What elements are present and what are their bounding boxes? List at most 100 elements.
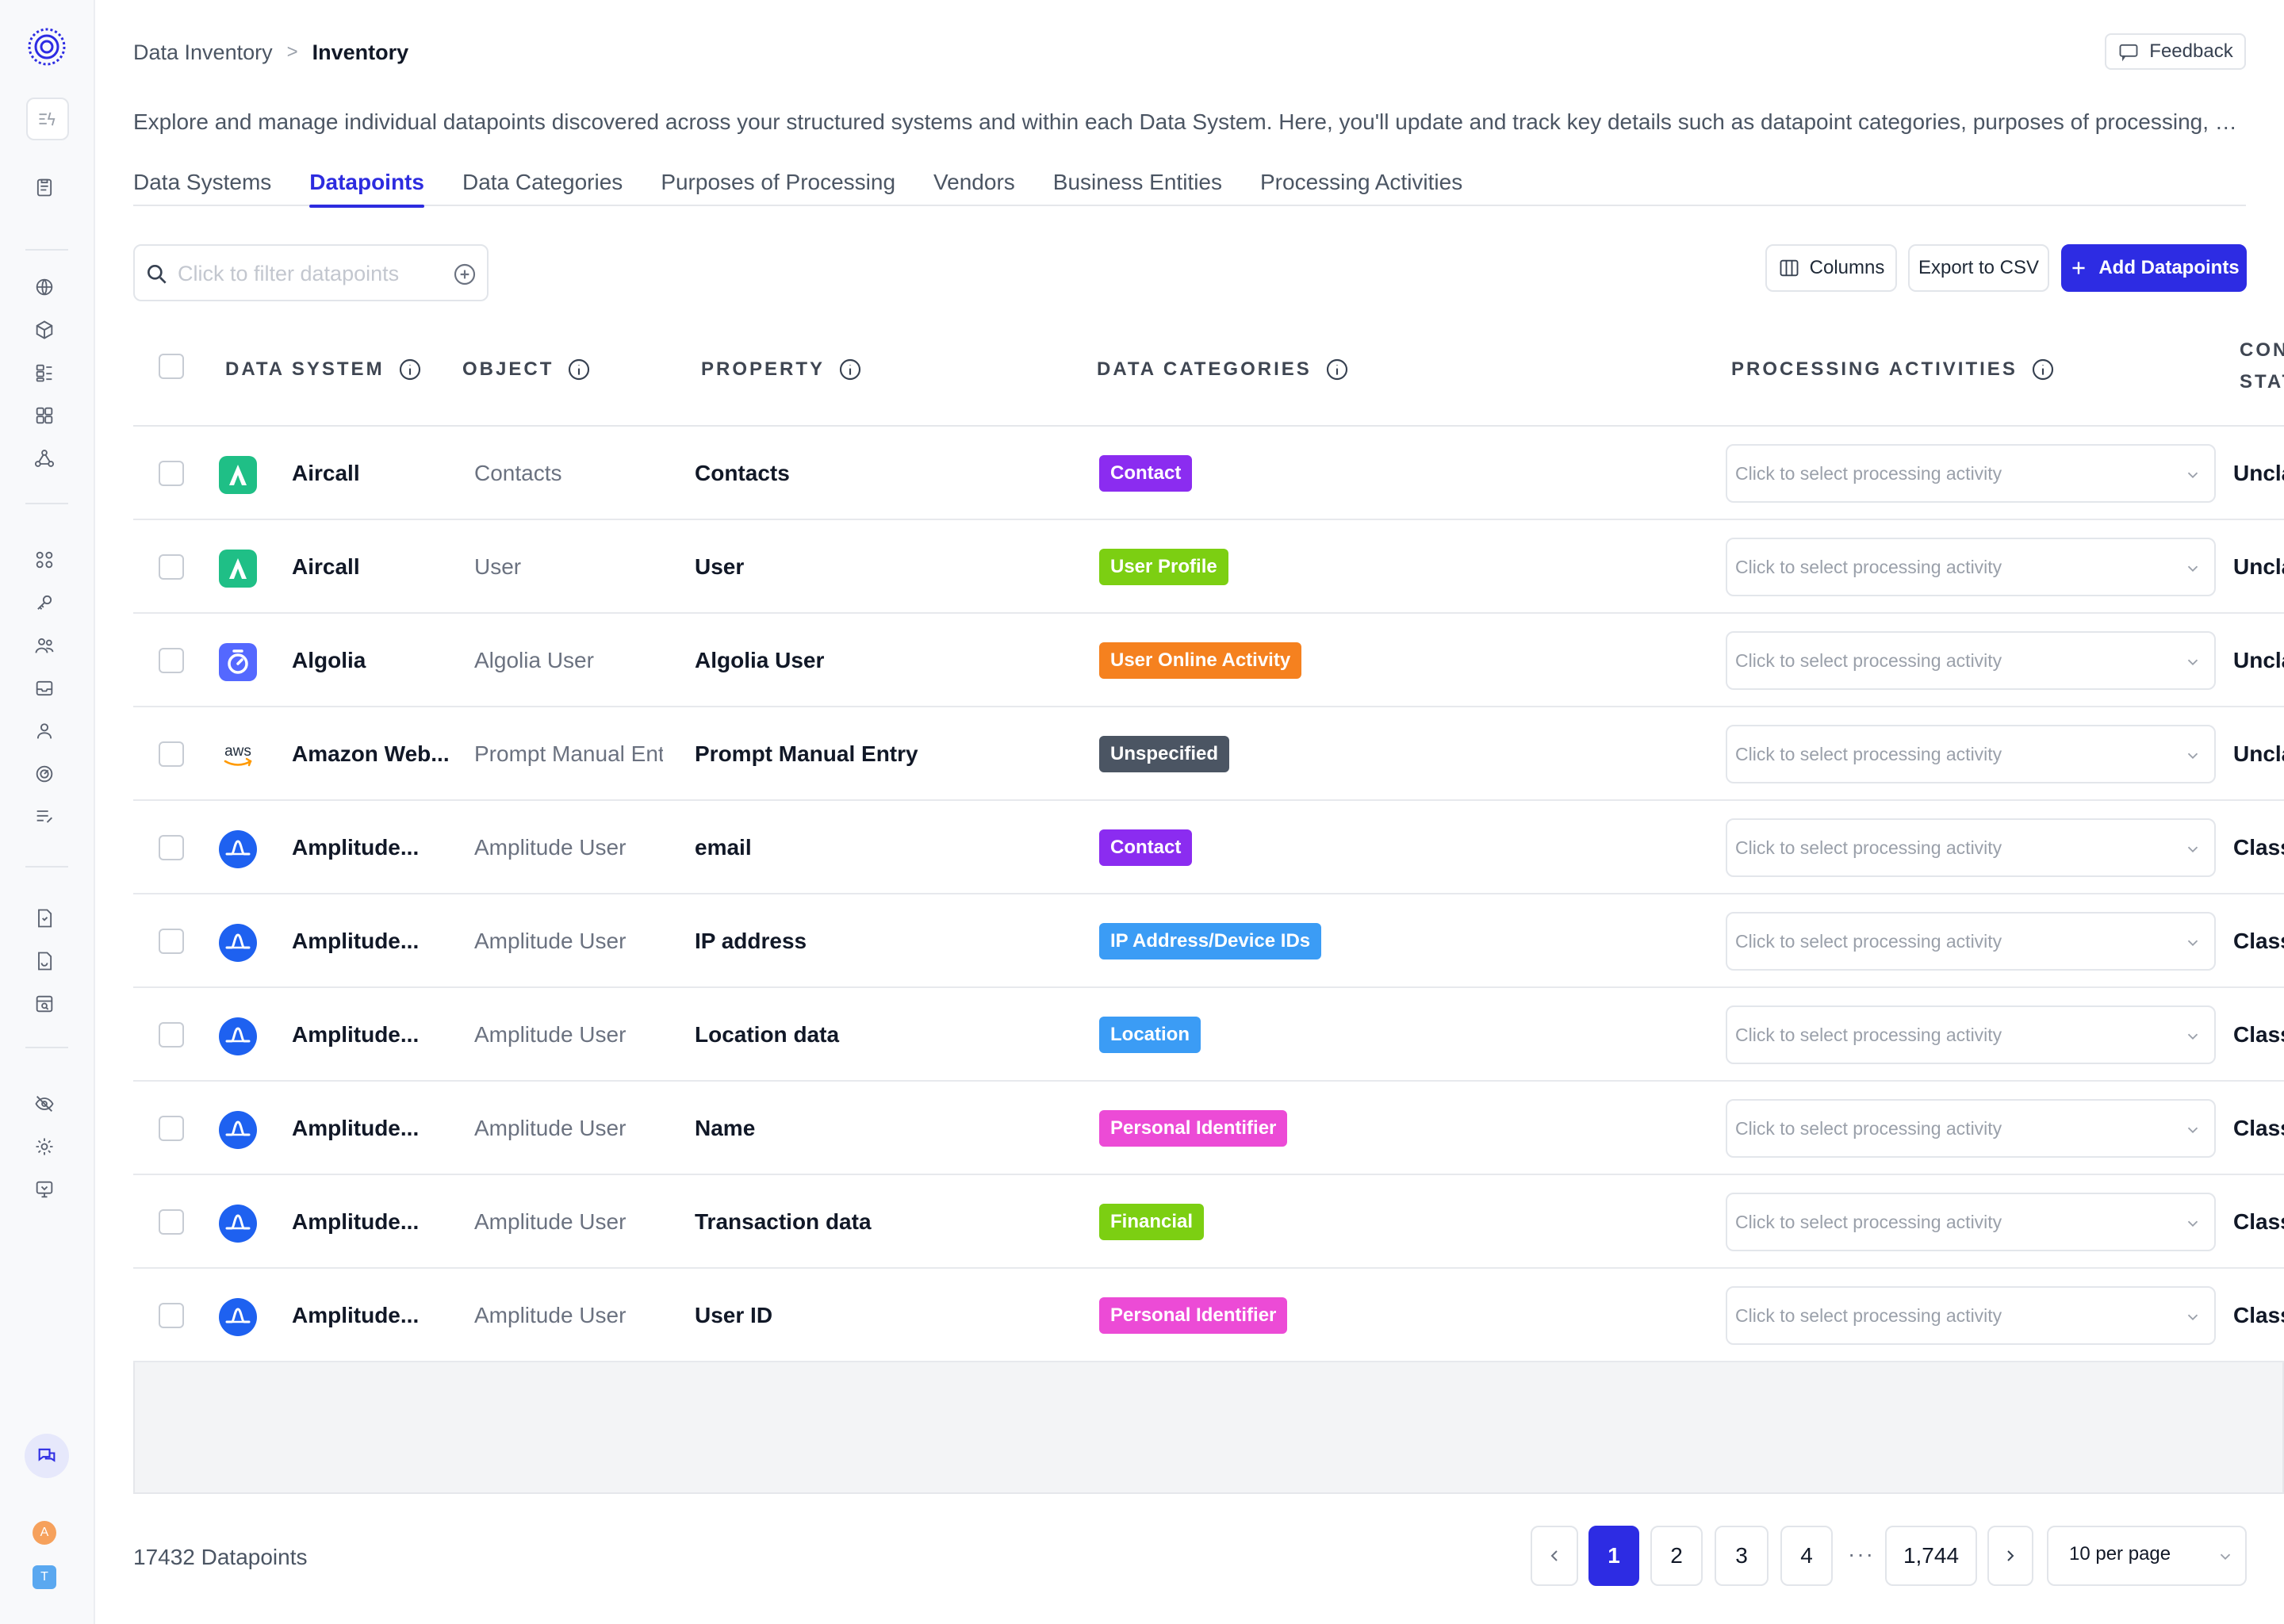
document-search-icon[interactable] — [32, 991, 57, 1017]
tab-business-entities[interactable]: Business Entities — [1052, 170, 1222, 194]
processing-activity-select[interactable]: Click to select processing activity — [1726, 1286, 2216, 1345]
add-filter-icon[interactable] — [452, 262, 477, 287]
add-datapoints-button[interactable]: Add Datapoints — [2061, 244, 2247, 292]
cell-data-system[interactable]: Amazon Web... — [292, 741, 450, 766]
cell-data-system[interactable]: Amplitude... — [292, 1303, 420, 1327]
info-icon[interactable] — [397, 357, 423, 382]
row-checkbox[interactable] — [159, 554, 184, 580]
row-checkbox[interactable] — [159, 835, 184, 860]
app-logo[interactable] — [26, 26, 67, 67]
table-row[interactable]: Amplitude... Amplitude User User ID Persona… — [133, 1269, 2284, 1362]
eye-off-icon[interactable] — [32, 1091, 57, 1116]
row-checkbox[interactable] — [159, 741, 184, 767]
cell-property[interactable]: Prompt Manual Entry — [695, 741, 918, 766]
grid-icon[interactable] — [32, 403, 57, 428]
data-category-badge[interactable]: Contact — [1099, 829, 1193, 866]
data-category-badge[interactable]: User Profile — [1099, 549, 1228, 585]
export-csv-button[interactable]: Export to CSV — [1908, 244, 2049, 292]
column-header-processing-activities[interactable]: PROCESSING ACTIVITIES — [1731, 349, 2056, 390]
data-category-badge[interactable]: Contact — [1099, 455, 1193, 492]
cell-data-system[interactable]: Amplitude... — [292, 929, 420, 953]
processing-activity-select[interactable]: Click to select processing activity — [1726, 1099, 2216, 1158]
cell-property[interactable]: Location data — [695, 1022, 840, 1047]
cell-property[interactable]: Contacts — [695, 461, 790, 485]
user-icon[interactable] — [32, 718, 57, 744]
network-icon[interactable] — [32, 446, 57, 471]
processing-activity-select[interactable]: Click to select processing activity — [1726, 538, 2216, 596]
inbox-icon[interactable] — [32, 676, 57, 701]
workspace-avatar[interactable]: T — [33, 1565, 56, 1589]
page-button-4[interactable]: 4 — [1780, 1526, 1833, 1586]
row-checkbox[interactable] — [159, 1116, 184, 1141]
data-category-badge[interactable]: Financial — [1099, 1204, 1205, 1240]
monitor-icon[interactable] — [32, 1177, 57, 1202]
processing-activity-select[interactable]: Click to select processing activity — [1726, 1005, 2216, 1064]
tab-processing-activities[interactable]: Processing Activities — [1260, 170, 1463, 194]
processing-activity-select[interactable]: Click to select processing activity — [1726, 444, 2216, 503]
row-checkbox[interactable] — [159, 461, 184, 486]
cell-data-system[interactable]: Aircall — [292, 554, 360, 579]
processing-activity-select[interactable]: Click to select processing activity — [1726, 631, 2216, 690]
database-list-icon[interactable] — [32, 360, 57, 385]
chat-icon[interactable] — [25, 1434, 69, 1478]
table-row[interactable]: Amplitude... Amplitude User Location data L… — [133, 988, 2284, 1082]
cell-property[interactable]: User ID — [695, 1303, 773, 1327]
table-row[interactable]: Aircall Contacts Contacts Contact Click to s… — [133, 427, 2284, 520]
page-button-1[interactable]: 1 — [1588, 1526, 1639, 1586]
row-checkbox[interactable] — [159, 1303, 184, 1328]
cell-data-system[interactable]: Amplitude... — [292, 1022, 420, 1047]
cell-property[interactable]: Algolia User — [695, 648, 825, 672]
tab-data-categories[interactable]: Data Categories — [462, 170, 623, 194]
data-category-badge[interactable]: Personal Identifier — [1099, 1110, 1288, 1147]
data-category-badge[interactable]: Location — [1099, 1017, 1201, 1053]
tab-purposes-of-processing[interactable]: Purposes of Processing — [661, 170, 896, 194]
table-row[interactable]: Amplitude... Amplitude User IP address IP A… — [133, 894, 2284, 988]
clipboard-icon[interactable] — [32, 174, 57, 200]
next-page-button[interactable] — [1987, 1526, 2033, 1586]
document-refresh-icon[interactable] — [32, 948, 57, 974]
data-category-badge[interactable]: IP Address/Device IDs — [1099, 923, 1322, 959]
row-checkbox[interactable] — [159, 1022, 184, 1048]
gear-icon[interactable] — [32, 1134, 57, 1159]
info-icon[interactable] — [566, 357, 592, 382]
info-icon[interactable] — [837, 357, 863, 382]
table-row[interactable]: Amplitude... Amplitude User Transaction da… — [133, 1175, 2284, 1269]
processing-activity-select[interactable]: Click to select processing activity — [1726, 818, 2216, 877]
globe-icon[interactable] — [32, 274, 57, 300]
document-shield-icon[interactable] — [32, 906, 57, 931]
row-checkbox[interactable] — [159, 648, 184, 673]
row-checkbox[interactable] — [159, 929, 184, 954]
data-category-badge[interactable]: Personal Identifier — [1099, 1297, 1288, 1334]
page-button-last[interactable]: 1,744 — [1885, 1526, 1977, 1586]
row-checkbox[interactable] — [159, 1209, 184, 1235]
per-page-select[interactable]: 10 per page — [2047, 1526, 2247, 1586]
table-row[interactable]: Algolia Algolia User Algolia User User Onli… — [133, 614, 2284, 707]
table-row[interactable]: Aircall User User User Profile Click to sele… — [133, 520, 2284, 614]
tab-vendors[interactable]: Vendors — [933, 170, 1015, 194]
column-header-data-categories[interactable]: DATA CATEGORIES — [1097, 349, 1350, 390]
tab-datapoints[interactable]: Datapoints — [309, 167, 424, 208]
feedback-button[interactable]: Feedback — [2105, 33, 2246, 70]
cell-data-system[interactable]: Amplitude... — [292, 1209, 420, 1234]
table-row[interactable]: Amplitude... Amplitude User Name Personal I… — [133, 1082, 2284, 1175]
filter-input[interactable] — [178, 259, 431, 289]
cell-property[interactable]: Name — [695, 1116, 756, 1140]
column-header-data-system[interactable]: DATA SYSTEM — [225, 349, 423, 390]
processing-activity-select[interactable]: Click to select processing activity — [1726, 725, 2216, 783]
breadcrumb-data-inventory[interactable]: Data Inventory — [133, 40, 273, 64]
cell-property[interactable]: Transaction data — [695, 1209, 872, 1234]
data-category-badge[interactable]: Unspecified — [1099, 736, 1230, 772]
cell-data-system[interactable]: Amplitude... — [292, 835, 420, 860]
info-icon[interactable] — [2030, 357, 2056, 382]
key-link-icon[interactable] — [32, 590, 57, 615]
processing-activity-select[interactable]: Click to select processing activity — [1726, 1193, 2216, 1251]
column-header-classification-status[interactable]: CON STAT — [2240, 339, 2284, 393]
column-header-property[interactable]: PROPERTY — [701, 349, 863, 390]
column-header-object[interactable]: OBJECT — [462, 349, 592, 390]
target-icon[interactable] — [32, 761, 57, 787]
processing-activity-select[interactable]: Click to select processing activity — [1726, 912, 2216, 971]
page-button-3[interactable]: 3 — [1715, 1526, 1769, 1586]
select-all-checkbox[interactable] — [159, 354, 184, 379]
sidebar-collapse-button[interactable] — [26, 98, 69, 140]
cell-property[interactable]: User — [695, 554, 745, 579]
